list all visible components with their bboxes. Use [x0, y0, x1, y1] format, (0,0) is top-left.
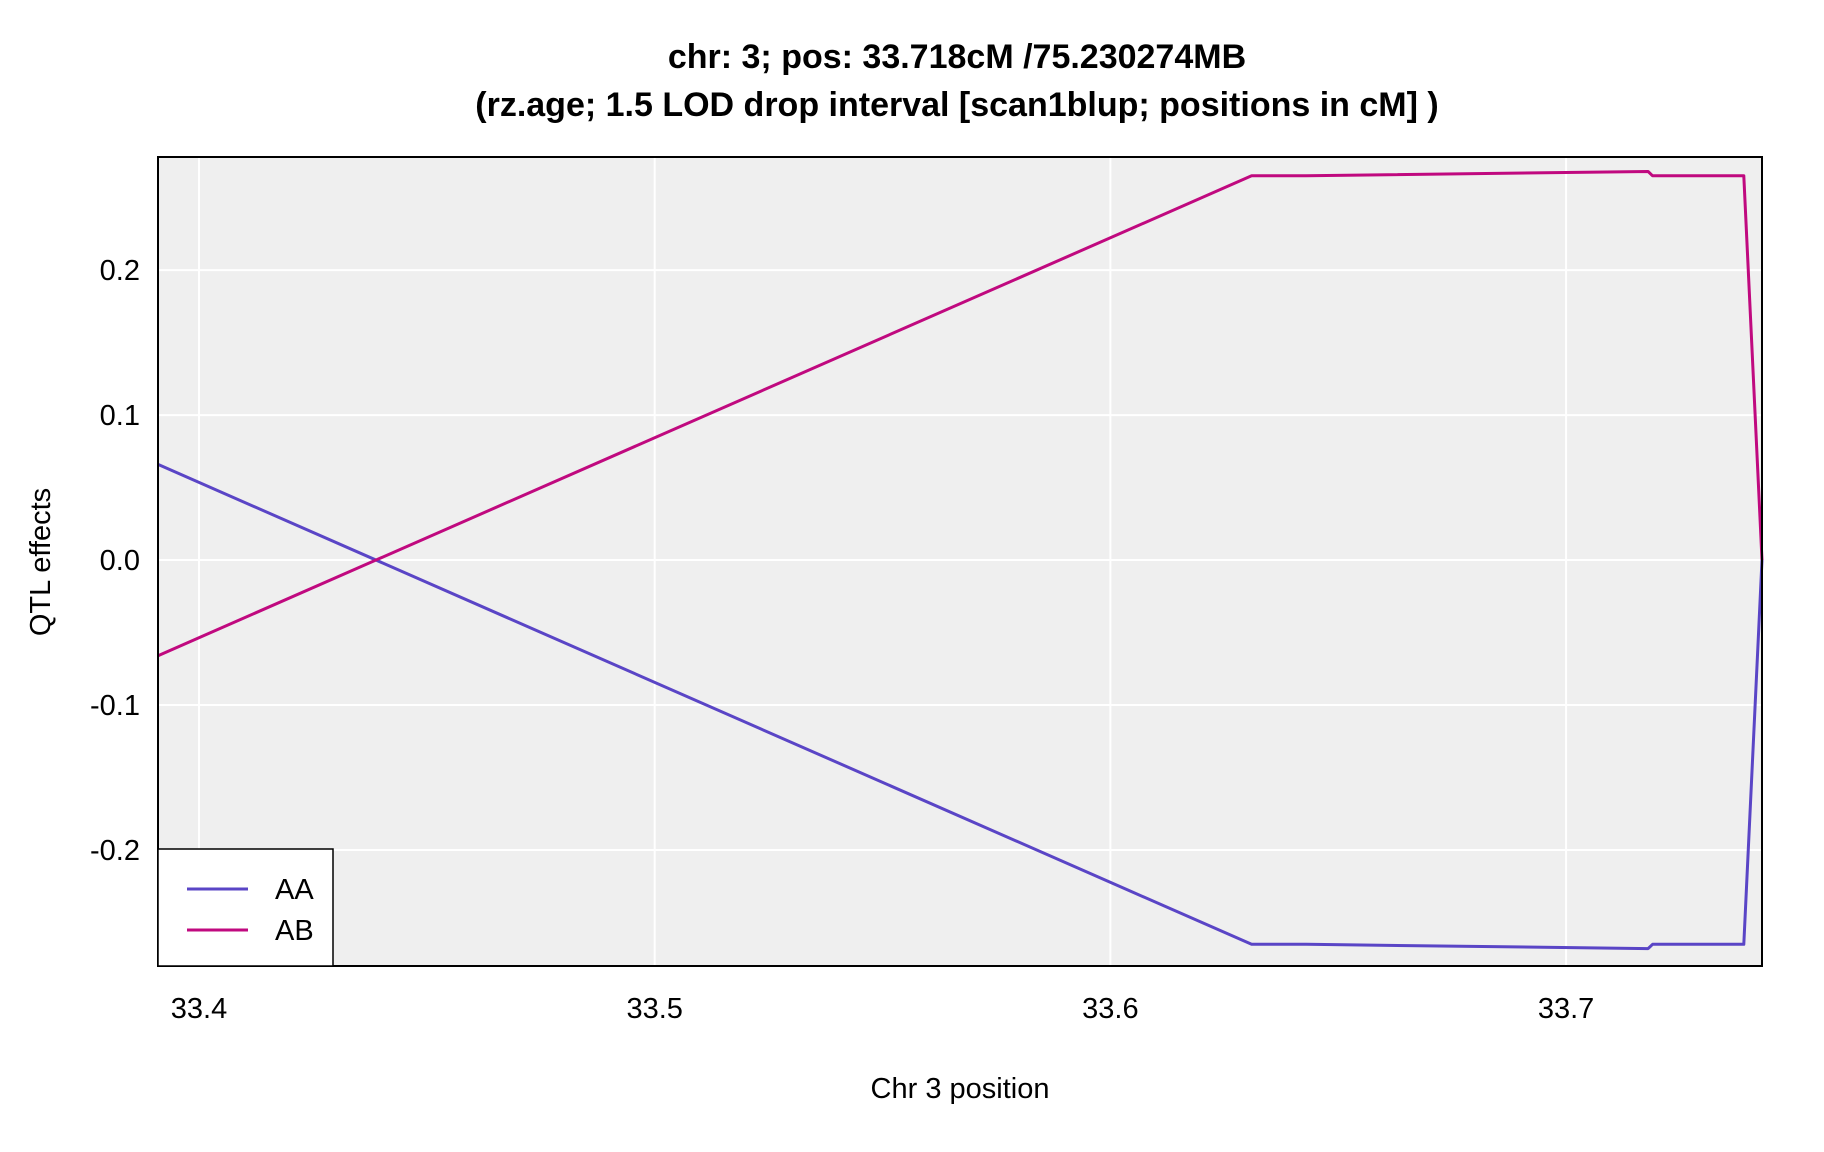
plot-frame — [157, 156, 1763, 967]
legend-box — [157, 848, 334, 967]
legend-label-aa: AA — [275, 874, 314, 906]
chart-title: chr: 3; pos: 33.718cM /75.230274MB — [668, 38, 1246, 76]
x-tick-labels: 33.4 33.5 33.6 33.7 — [171, 993, 1594, 1025]
x-tick-label: 33.5 — [626, 993, 682, 1025]
x-axis-label: Chr 3 position — [871, 1073, 1050, 1105]
legend: AA AB — [157, 848, 334, 967]
x-tick-label: 33.6 — [1082, 993, 1138, 1025]
y-tick-label: -0.2 — [90, 835, 140, 867]
y-tick-label: 0.0 — [100, 545, 140, 577]
y-tick-label: 0.2 — [100, 255, 140, 287]
y-axis-label: QTL effects — [25, 488, 57, 636]
y-tick-label: 0.1 — [100, 400, 140, 432]
series-line-ab — [157, 170, 1764, 658]
plot-panel — [158, 157, 1762, 966]
y-tick-labels: -0.2 -0.1 0.0 0.1 0.2 — [90, 255, 140, 867]
y-tick-label: -0.1 — [90, 690, 140, 722]
grid-lines — [158, 157, 1762, 966]
legend-label-ab: AB — [275, 915, 314, 947]
series-lines — [157, 170, 1764, 951]
chart-subtitle: (rz.age; 1.5 LOD drop interval [scan1blu… — [475, 86, 1438, 124]
series-line-aa — [157, 463, 1764, 951]
x-tick-label: 33.7 — [1538, 993, 1594, 1025]
x-tick-label: 33.4 — [171, 993, 227, 1025]
